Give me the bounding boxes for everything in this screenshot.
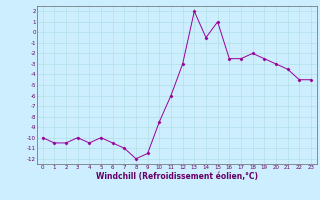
X-axis label: Windchill (Refroidissement éolien,°C): Windchill (Refroidissement éolien,°C) (96, 172, 258, 181)
